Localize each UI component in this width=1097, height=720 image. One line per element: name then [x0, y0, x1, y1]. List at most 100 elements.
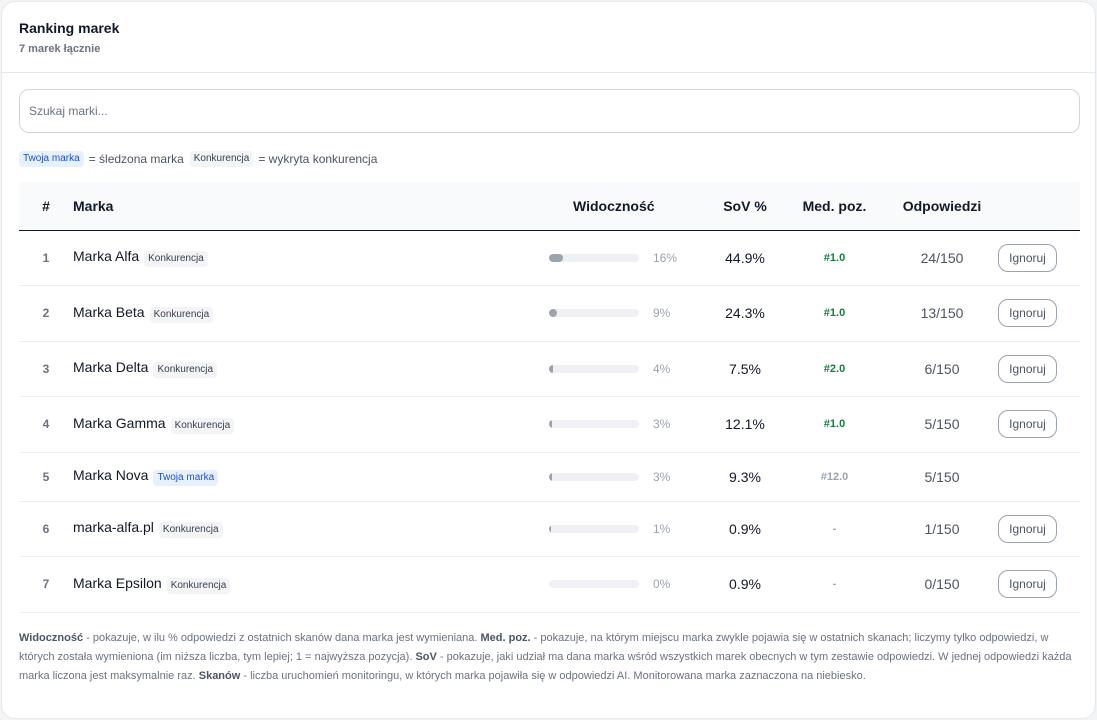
brand-cell: Marka Alfa Konkurencja: [73, 230, 549, 286]
competitor-badge: Konkurencja: [144, 251, 208, 268]
visibility-percent: 16%: [653, 250, 678, 265]
brand-cell: Marka Delta Konkurencja: [73, 341, 549, 397]
sov-cell: 0.9%: [707, 501, 783, 557]
visibility-bar-fill: [549, 253, 564, 262]
ignore-button[interactable]: Ignoruj: [998, 243, 1057, 272]
rank-cell: 3: [19, 341, 73, 397]
card-title: Ranking marek: [19, 20, 120, 36]
table-row: 7 Marka Epsilon Konkurencja 0% 0.9% -0/150 Ign…: [19, 556, 1080, 613]
rank-cell: 6: [19, 501, 73, 557]
brand-name: Marka Nova: [73, 467, 149, 483]
search-input[interactable]: [19, 89, 1080, 133]
visibility-cell: 4%: [549, 341, 707, 397]
rank-cell: 5: [19, 452, 73, 502]
sov-cell: 12.1%: [707, 396, 783, 453]
footnote-sov-term: SoV: [415, 651, 437, 663]
column-header-brand[interactable]: Marka: [73, 197, 114, 214]
actions-cell: Ignoruj: [998, 396, 1080, 453]
visibility-bar: [549, 420, 639, 429]
table-header-row: # Marka Widoczność SoV % Med. poz. Odpow…: [19, 182, 1080, 230]
answers-cell: 13/150: [886, 285, 998, 342]
visibility-bar-fill: [549, 472, 552, 481]
sov-cell: 9.3%: [707, 452, 783, 502]
visibility-bar: [549, 472, 639, 481]
visibility-percent: 4%: [653, 361, 671, 376]
column-header-actions: [998, 182, 1080, 230]
visibility-bar: [549, 524, 639, 533]
competitor-badge: Konkurencja: [158, 522, 223, 539]
visibility-percent: 0%: [653, 577, 671, 592]
table-row: 3 Marka Delta Konkurencja 4% 7.5% #2.0 6/150 Ig…: [19, 341, 1080, 397]
answers-cell: 24/150: [886, 230, 998, 286]
visibility-bar: [549, 364, 639, 373]
visibility-percent: 9%: [653, 306, 671, 321]
visibility-cell: 3%: [549, 452, 707, 502]
card-subtitle: 7 marek łącznie: [19, 43, 101, 55]
rank-cell: 1: [19, 230, 73, 286]
brand-cell: Marka Epsilon Konkurencja: [73, 556, 549, 613]
visibility-cell: 1%: [549, 501, 707, 557]
ignore-button[interactable]: Ignoruj: [998, 410, 1057, 439]
footnote-position-desc: - pokazuje, na którym miejscu marka zwyk…: [19, 632, 1049, 663]
table-row: 2 Marka Beta Konkurencja 9% 24.3% #1.0 13/150 I…: [19, 285, 1080, 342]
brand-name: Marka Alfa: [73, 248, 140, 265]
competitor-badge: Konkurencja: [166, 577, 231, 594]
brand-name: Marka Delta: [73, 359, 149, 376]
brand-cell: Marka Beta Konkurencja: [73, 285, 549, 342]
ignore-button[interactable]: Ignoruj: [998, 299, 1057, 328]
footnote-scans-desc: - liczba uruchomień monitoringu, w który…: [240, 670, 866, 682]
answers-cell: 6/150: [886, 341, 998, 397]
legend: Twoja marka = śledzona marka Konkurencja…: [19, 150, 383, 168]
answers-cell: 0/150: [886, 556, 998, 613]
competitor-legend-text: = wykryta konkurencja: [258, 152, 378, 166]
brand-name: Marka Gamma: [73, 414, 166, 431]
column-header-sov[interactable]: SoV %: [723, 197, 767, 214]
footnote-visibility-term: Widoczność: [19, 632, 84, 644]
table-row: 5 Marka Nova Twoja marka 3% 9.3% #12.0 5/150: [19, 452, 1080, 502]
actions-cell: Ignoruj: [998, 230, 1080, 286]
visibility-bar: [549, 253, 639, 262]
visibility-bar-fill: [549, 364, 553, 373]
brand-name: Marka Epsilon: [73, 574, 162, 591]
table-row: 6 marka-alfa.pl Konkurencja 1% 0.9% -1/150 Ign…: [19, 501, 1080, 557]
footnote-visibility-desc: - pokazuje, w ilu % odpowiedzi z ostatni…: [83, 632, 481, 644]
median-position-cell: -: [783, 501, 886, 557]
brand-cell: marka-alfa.pl Konkurencja: [73, 501, 549, 557]
competitor-badge: Konkurencja: [149, 306, 214, 323]
visibility-cell: 0%: [549, 556, 707, 613]
ignore-button[interactable]: Ignoruj: [998, 354, 1057, 383]
competitor-badge: Konkurencja: [189, 151, 254, 167]
sov-cell: 0.9%: [707, 556, 783, 613]
answers-cell: 5/150: [886, 452, 998, 502]
ranking-table: # Marka Widoczność SoV % Med. poz. Odpow…: [19, 182, 1080, 613]
ignore-button[interactable]: Ignoruj: [998, 570, 1057, 599]
median-position-cell: -: [783, 556, 886, 613]
brand-cell: Marka Nova Twoja marka: [73, 452, 549, 502]
table-row: 4 Marka Gamma Konkurencja 3% 12.1% #1.0 5/150 I…: [19, 396, 1080, 453]
rank-cell: 2: [19, 285, 73, 342]
median-position-cell: #2.0: [783, 341, 886, 397]
column-header-median-position[interactable]: Med. poz.: [802, 197, 867, 214]
column-header-rank: #: [42, 197, 50, 214]
brand-cell: Marka Gamma Konkurencja: [73, 396, 549, 453]
column-header-answers[interactable]: Odpowiedzi: [902, 197, 982, 214]
visibility-cell: 9%: [549, 285, 707, 342]
answers-cell: 5/150: [886, 396, 998, 453]
sov-cell: 7.5%: [707, 341, 783, 397]
ignore-button[interactable]: Ignoruj: [998, 514, 1057, 543]
footnote-scans-term: Skanów: [198, 670, 241, 682]
footnote-position-term: Med. poz.: [480, 632, 531, 644]
own-brand-badge: Twoja marka: [19, 151, 84, 167]
median-position-cell: #1.0: [783, 396, 886, 453]
brand-name: Marka Beta: [73, 303, 145, 320]
visibility-bar-fill: [549, 309, 558, 318]
answers-cell: 1/150: [886, 501, 998, 557]
visibility-bar: [549, 580, 639, 589]
visibility-percent: 3%: [653, 469, 671, 484]
visibility-percent: 1%: [653, 521, 671, 536]
actions-cell: Ignoruj: [998, 556, 1080, 613]
column-header-visibility[interactable]: Widoczność: [573, 197, 655, 214]
median-position-cell: #1.0: [783, 230, 886, 286]
competitor-badge: Konkurencja: [153, 362, 218, 379]
